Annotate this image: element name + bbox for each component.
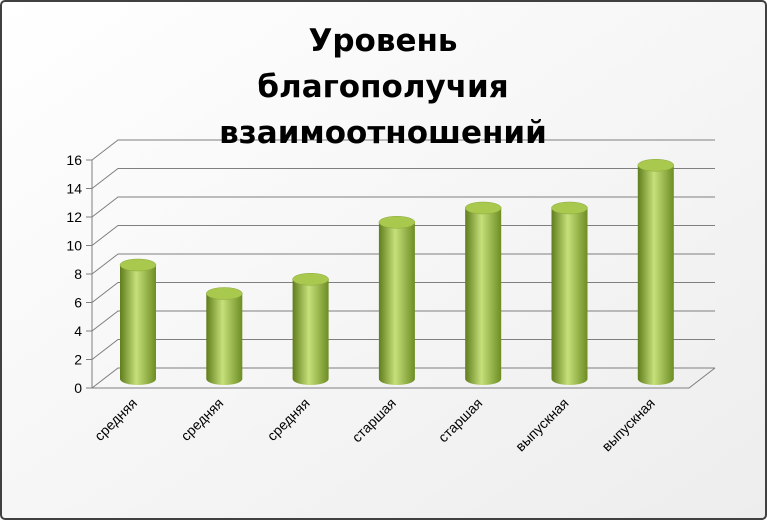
y-tick-label: 10 — [66, 238, 82, 254]
y-tick-label: 16 — [66, 152, 82, 168]
y-tick-label: 6 — [74, 295, 82, 311]
bar — [120, 265, 156, 385]
bar — [465, 208, 502, 386]
bar — [637, 165, 674, 386]
y-tick-label: 4 — [74, 323, 82, 339]
bar — [378, 222, 415, 386]
grid-line — [91, 225, 715, 246]
y-tick-label: 14 — [66, 181, 82, 197]
grid-line — [91, 196, 715, 218]
grid-line — [91, 139, 715, 161]
y-tick-label: 12 — [66, 209, 82, 225]
bar-top — [119, 258, 157, 272]
y-tick-label: 8 — [74, 266, 82, 282]
grid-line — [91, 253, 715, 275]
chart-title: Уровень благополучия взаимоотношений — [219, 23, 547, 151]
floor — [92, 367, 716, 389]
bar-top — [292, 273, 329, 286]
bar — [292, 279, 329, 386]
grid-line — [91, 367, 715, 389]
bar-top — [378, 216, 416, 229]
y-tick-label: 2 — [74, 352, 82, 368]
bar — [206, 293, 243, 386]
y-tick-label: 0 — [74, 380, 82, 396]
bar-top — [637, 159, 675, 172]
bar-top — [464, 201, 502, 215]
grid-line — [91, 339, 715, 360]
grid-line — [91, 282, 715, 303]
bar-top — [551, 201, 588, 215]
grid-line — [91, 168, 715, 189]
bar-top — [206, 287, 243, 300]
bar — [551, 208, 588, 386]
grid-line — [91, 310, 715, 332]
